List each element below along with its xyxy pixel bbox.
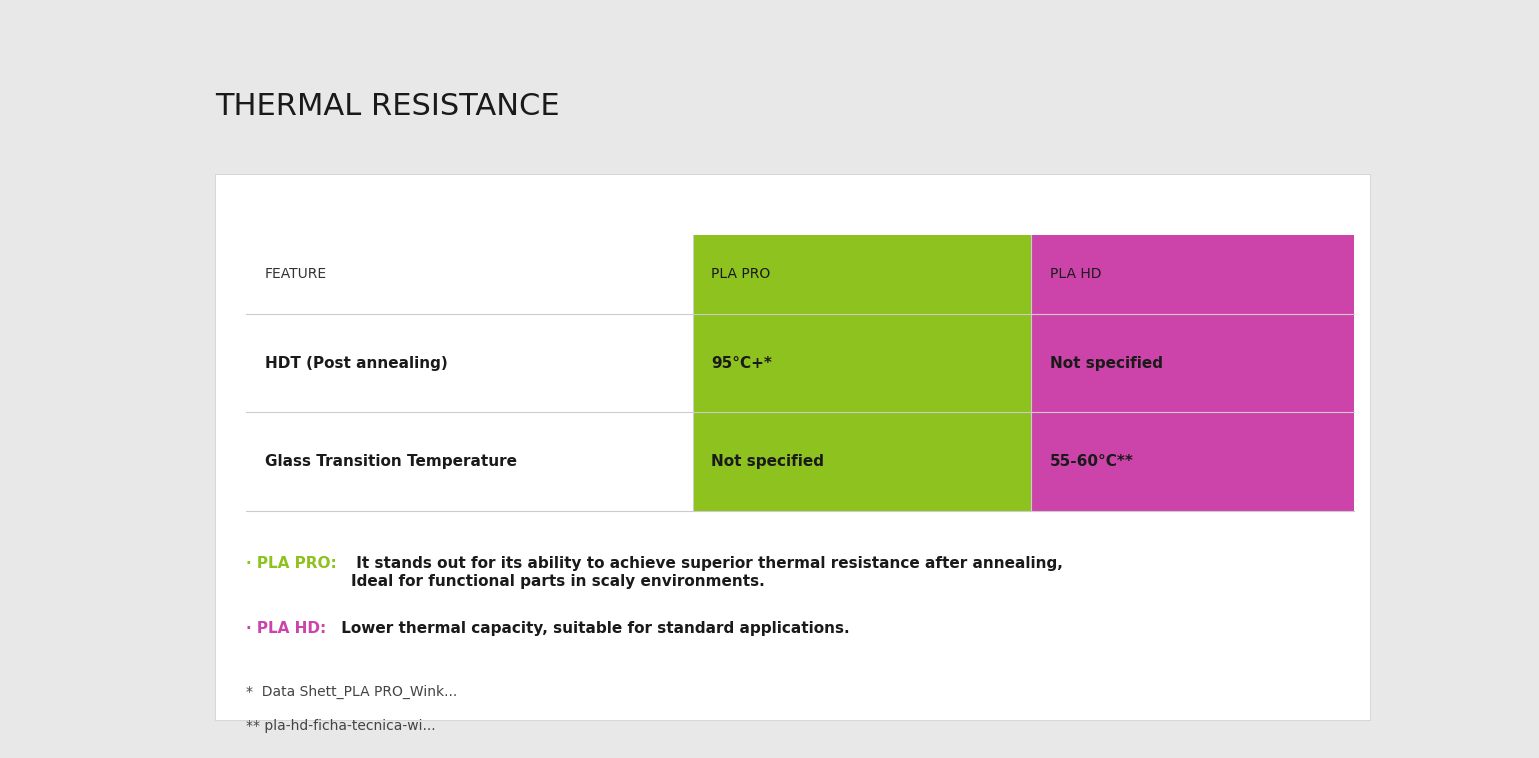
Text: · PLA PRO:: · PLA PRO: bbox=[246, 556, 337, 572]
FancyBboxPatch shape bbox=[1031, 235, 1354, 314]
FancyBboxPatch shape bbox=[693, 235, 1031, 314]
Text: FEATURE: FEATURE bbox=[265, 268, 326, 281]
FancyBboxPatch shape bbox=[246, 314, 693, 412]
Text: Not specified: Not specified bbox=[711, 454, 823, 469]
Text: Glass Transition Temperature: Glass Transition Temperature bbox=[265, 454, 517, 469]
Text: *  Data Shett_PLA PRO_Wink...: * Data Shett_PLA PRO_Wink... bbox=[246, 685, 457, 700]
FancyBboxPatch shape bbox=[246, 235, 693, 314]
Text: Lower thermal capacity, suitable for standard applications.: Lower thermal capacity, suitable for sta… bbox=[336, 621, 850, 636]
FancyBboxPatch shape bbox=[1031, 412, 1354, 511]
FancyBboxPatch shape bbox=[1031, 314, 1354, 412]
FancyBboxPatch shape bbox=[215, 174, 1370, 720]
FancyBboxPatch shape bbox=[246, 412, 693, 511]
Text: HDT (Post annealing): HDT (Post annealing) bbox=[265, 356, 448, 371]
Text: 95°C+*: 95°C+* bbox=[711, 356, 773, 371]
Text: · PLA HD:: · PLA HD: bbox=[246, 621, 326, 636]
Text: THERMAL RESISTANCE: THERMAL RESISTANCE bbox=[215, 92, 560, 121]
Text: PLA HD: PLA HD bbox=[1050, 268, 1100, 281]
Text: ** pla-hd-ficha-tecnica-wi...: ** pla-hd-ficha-tecnica-wi... bbox=[246, 719, 436, 733]
FancyBboxPatch shape bbox=[693, 314, 1031, 412]
Text: 55-60°C**: 55-60°C** bbox=[1050, 454, 1133, 469]
Text: It stands out for its ability to achieve superior thermal resistance after annea: It stands out for its ability to achieve… bbox=[351, 556, 1063, 589]
Text: PLA PRO: PLA PRO bbox=[711, 268, 770, 281]
FancyBboxPatch shape bbox=[693, 412, 1031, 511]
Text: Not specified: Not specified bbox=[1050, 356, 1162, 371]
